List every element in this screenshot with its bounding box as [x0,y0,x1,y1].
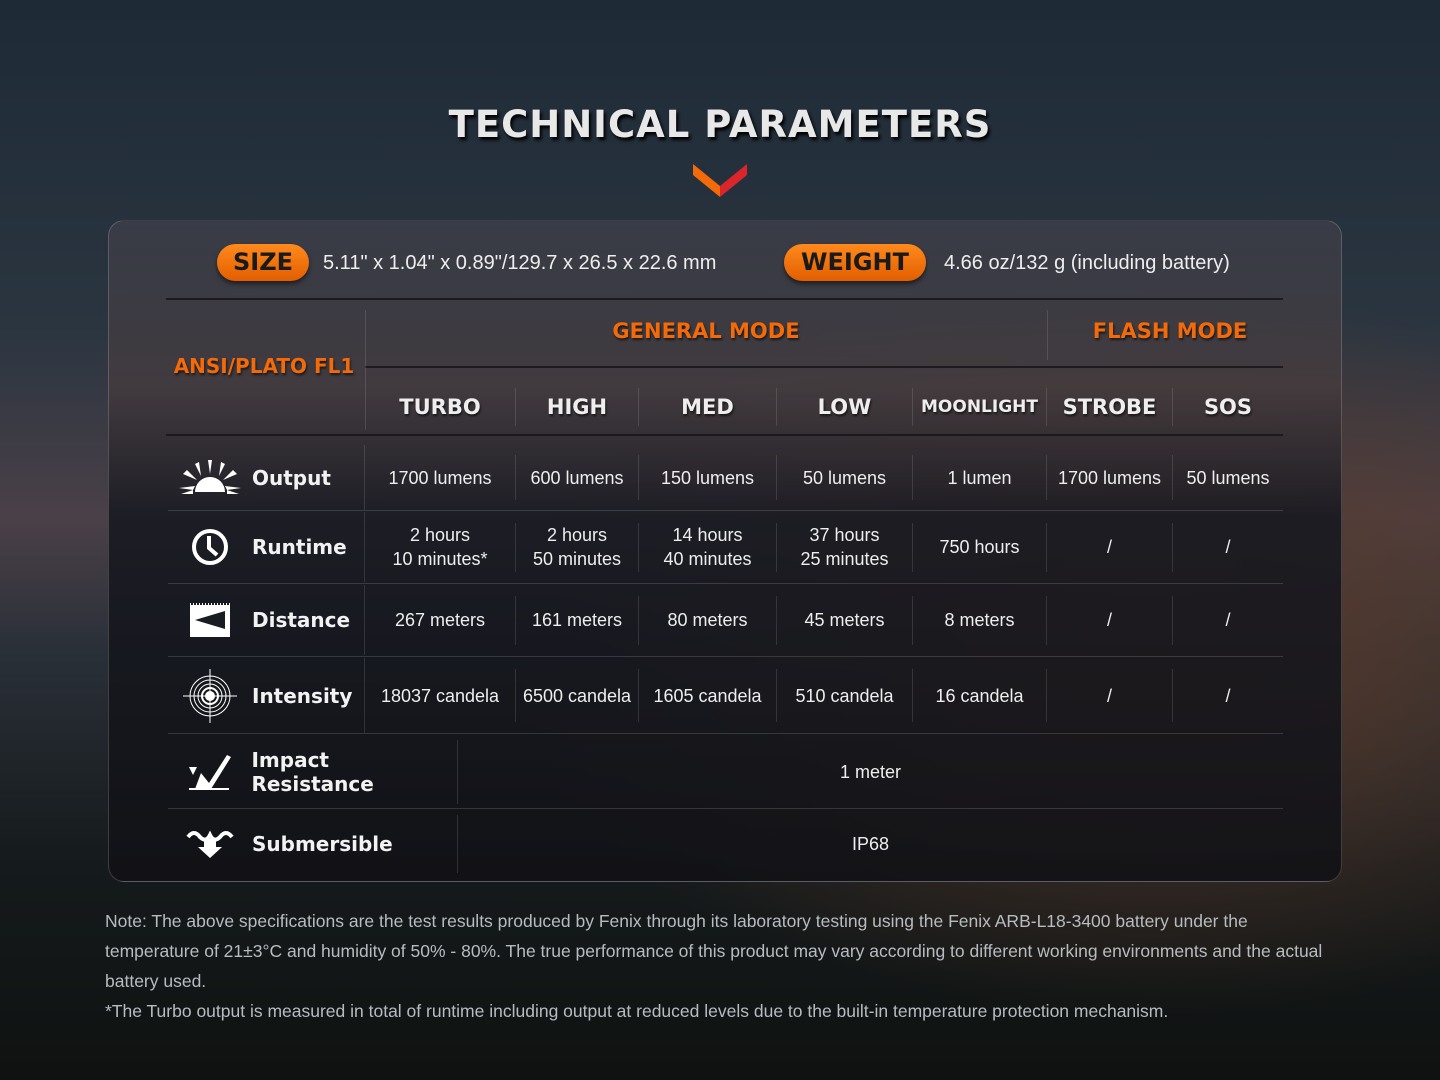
divider [168,733,1283,734]
water-arrow-icon [168,829,252,859]
weight-value: 4.66 oz/132 g (including battery) [944,252,1230,274]
cell-low: 37 hours 25 minutes [777,522,913,572]
distance-beam-icon [168,602,252,638]
submersible-value: IP68 [851,834,890,854]
spec-row-runtime: Runtime 2 hours 10 minutes* 2 hours 50 min… [168,512,1283,582]
mode-turbo: TURBO [365,388,516,426]
divider [166,298,1283,300]
cell-high: 2 hours 50 minutes [516,522,639,572]
cell-sos: / [1225,685,1231,706]
mode-high: HIGH [516,388,639,426]
mode-strobe: STROBE [1047,388,1173,426]
cell-strobe: / [1047,669,1173,722]
row-label: Distance [252,608,351,632]
mode-moonlight: MOONLIGHT [913,388,1047,426]
divider [1047,310,1048,360]
cell-med: 80 meters [639,595,777,645]
target-icon [168,668,252,723]
cell-turbo: 1700 lumens [365,454,516,501]
footnotes: Note: The above specifications are the t… [105,906,1345,1026]
divider [166,434,1283,436]
spec-row-output: Output 1700 lumens 600 lumens 150 lumens 50 … [168,445,1283,510]
cell-turbo: 267 meters [365,595,516,645]
cell-moonlight: 1 lumen [913,454,1047,501]
cell-low: 50 lumens [777,454,913,501]
cell-high: 600 lumens [516,454,639,501]
size-badge: SIZE [217,244,309,281]
impact-row: Impact Resistance 1 meter [168,740,1283,804]
divider [168,510,1283,511]
submersible-row: Submersible IP68 [168,815,1283,873]
cell-strobe: 1700 lumens [1047,454,1173,501]
divider [365,310,366,430]
clock-icon [168,527,252,567]
cell-sos: 50 lumens [1186,467,1270,488]
cell-low: 45 meters [777,595,913,645]
cell-sos: / [1225,537,1231,557]
mode-med: MED [639,388,777,426]
spec-row-distance: Distance 267 meters 161 meters 80 meters 45 … [168,585,1283,655]
divider [168,656,1283,657]
row-label: Intensity [252,683,353,708]
cell-med: 1605 candela [639,669,777,722]
weight-badge: WEIGHT [784,244,926,281]
spec-row-intensity: Intensity 18037 candela 6500 candela 1605 c… [168,658,1283,733]
flash-mode-header: FLASH MODE [1092,319,1248,343]
standard-label: ANSI/PLATO FL1 [173,354,355,378]
general-mode-header: GENERAL MODE [612,319,800,343]
cell-high: 6500 candela [516,669,639,722]
submersible-label: Submersible [252,832,393,856]
impact-value: 1 meter [839,761,902,782]
note-text: Note: The above specifications are the t… [105,911,1323,991]
cell-sos: / [1225,610,1231,630]
chevron-down-icon [693,164,747,197]
spec-panel [108,220,1342,882]
cell-turbo: 18037 candela [365,669,516,722]
cell-med: 150 lumens [639,454,777,501]
mode-header-row: TURBO HIGH MED LOW MOONLIGHT STROBE SOS [365,380,1283,434]
size-value: 5.11" x 1.04" x 0.89"/129.7 x 26.5 x 22.… [323,252,717,274]
impact-check-icon [168,753,251,791]
cell-med: 14 hours 40 minutes [639,522,777,572]
cell-turbo: 2 hours 10 minutes* [365,522,516,572]
mode-sos: SOS [1203,394,1253,419]
impact-label: Impact Resistance [251,748,374,796]
page-title: TECHNICAL PARAMETERS [448,103,992,146]
cell-strobe: / [1047,522,1173,572]
mode-low: LOW [777,388,913,426]
divider [168,808,1283,809]
cell-low: 510 candela [777,669,913,722]
row-label: Output [252,465,331,490]
cell-moonlight: 750 hours [913,522,1047,572]
turbo-footnote: *The Turbo output is measured in total o… [105,1001,1169,1021]
row-label: Runtime [252,535,347,559]
cell-high: 161 meters [516,595,639,645]
cell-strobe: / [1047,595,1173,645]
sunburst-icon [168,459,252,496]
cell-moonlight: 8 meters [913,595,1047,645]
cell-moonlight: 16 candela [913,669,1047,722]
divider [365,366,1283,368]
divider [168,583,1283,584]
